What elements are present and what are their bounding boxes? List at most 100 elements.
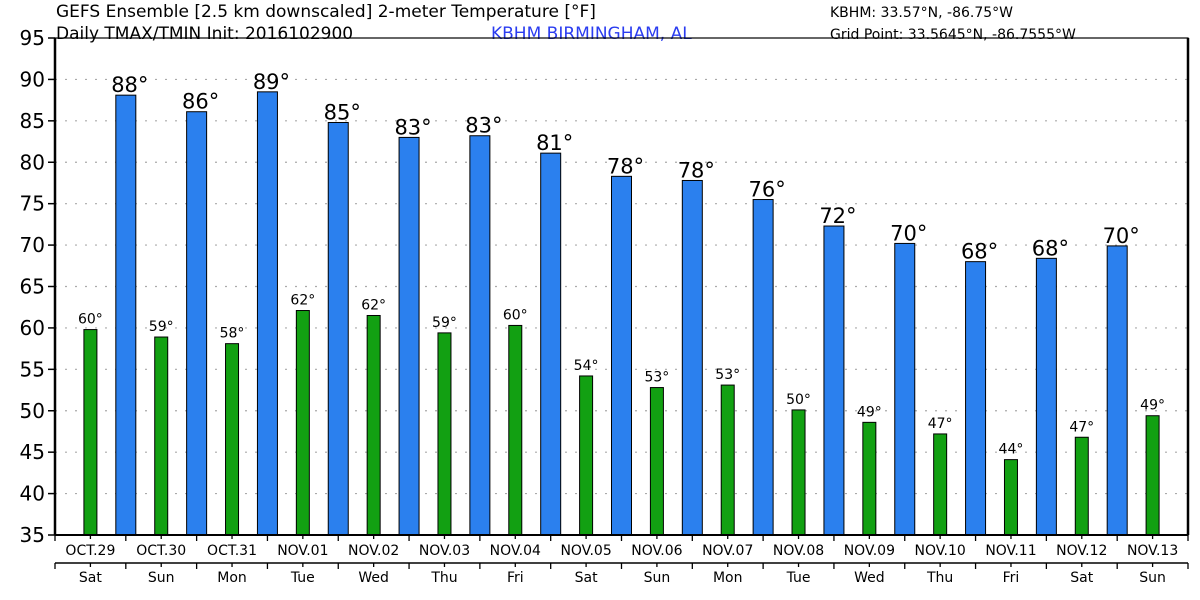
location-label: KBHM BIRMINGHAM, AL: [491, 24, 692, 44]
x-tick-label-date: NOV.02: [348, 543, 399, 559]
tmin-label: 47°: [928, 416, 953, 432]
tmin-bar: [1074, 436, 1089, 536]
tmax-bar: [469, 135, 491, 536]
tmax-label: 70°: [1103, 224, 1140, 248]
x-tick-label-date: NOV.07: [702, 543, 753, 559]
y-tick-label: 75: [20, 192, 45, 216]
tmax-bar: [540, 152, 562, 536]
tmax-bar: [115, 94, 137, 536]
tmin-bar: [579, 375, 594, 536]
y-tick-label: 90: [20, 67, 45, 91]
x-tick-label-date: NOV.01: [277, 543, 328, 559]
x-tick-label-weekday: Tue: [786, 570, 811, 586]
y-tick-label: 80: [20, 150, 45, 174]
tmax-label: 68°: [961, 240, 998, 264]
y-tick-label: 95: [20, 26, 45, 50]
tmin-bar: [154, 336, 169, 536]
bars: [83, 91, 1160, 536]
x-tick-label-date: OCT.29: [65, 543, 115, 559]
x-tick-label-weekday: Thu: [430, 570, 457, 586]
tmin-label: 62°: [361, 297, 386, 313]
tmin-label: 53°: [644, 370, 669, 386]
tmin-label: 59°: [149, 319, 174, 335]
tmax-bar: [894, 242, 916, 536]
grid-point-coordinates: Grid Point: 33.5645°N, -86.7555°W: [830, 27, 1076, 43]
x-tick-label-date: NOV.11: [985, 543, 1036, 559]
tmin-label: 54°: [574, 358, 599, 374]
tmax-label: 88°: [111, 73, 148, 97]
y-tick-label: 70: [20, 233, 45, 257]
x-tick-label-weekday: Mon: [713, 570, 743, 586]
tmin-label: 60°: [78, 312, 103, 328]
x-tick-label-weekday: Sat: [1070, 570, 1093, 586]
tmin-bar: [1003, 459, 1018, 536]
tmax-label: 72°: [819, 204, 856, 228]
x-tick-label-weekday: Tue: [290, 570, 315, 586]
x-tick-label-date: OCT.30: [136, 543, 186, 559]
tmax-bar: [256, 91, 278, 536]
tmax-bar: [186, 111, 208, 536]
tmin-label: 44°: [999, 442, 1024, 458]
tmin-label: 49°: [857, 404, 882, 420]
tmax-label: 83°: [465, 114, 502, 138]
tmin-label: 53°: [715, 367, 740, 383]
x-tick-label-weekday: Thu: [926, 570, 953, 586]
tmin-bar: [720, 384, 735, 536]
x-tick-label-weekday: Mon: [217, 570, 247, 586]
tmax-bar: [965, 261, 987, 536]
x-tick-label-date: NOV.09: [844, 543, 895, 559]
tmin-bar: [791, 409, 806, 536]
x-tick-label-weekday: Sun: [644, 570, 671, 586]
tmin-bar: [366, 314, 381, 536]
tmax-label: 86°: [182, 90, 219, 114]
tmin-bar: [83, 329, 98, 536]
tmax-bar: [752, 199, 774, 536]
tmin-label: 49°: [1140, 398, 1165, 414]
x-tick-label-weekday: Wed: [358, 570, 389, 586]
y-tick-label: 50: [20, 399, 45, 423]
x-tick-label-weekday: Fri: [507, 570, 524, 586]
y-tick-label: 45: [20, 440, 45, 464]
tmax-bar: [611, 175, 632, 536]
tmax-label: 78°: [607, 154, 644, 178]
tmax-bar: [398, 136, 420, 536]
tmin-bar: [295, 310, 310, 536]
tmin-label: 58°: [220, 326, 245, 342]
x-tick-label-weekday: Sat: [575, 570, 598, 586]
tmin-bar: [508, 324, 523, 536]
x-tick-label-date: OCT.31: [207, 543, 257, 559]
x-tick-label-weekday: Sat: [79, 570, 102, 586]
tmax-bar: [681, 179, 703, 536]
tmin-label: 47°: [1069, 419, 1094, 435]
x-tick-label-date: NOV.13: [1127, 543, 1178, 559]
tmax-label: 89°: [253, 70, 290, 94]
x-tick-label-weekday: Fri: [1003, 570, 1020, 586]
tmax-bar: [1035, 257, 1057, 536]
tmin-bar: [225, 343, 240, 536]
chart-title: GEFS Ensemble [2.5 km downscaled] 2-mete…: [56, 2, 596, 22]
tmax-bar: [823, 225, 845, 536]
station-coordinates: KBHM: 33.57°N, -86.75°W: [830, 5, 1013, 21]
x-tick-label-weekday: Sun: [1139, 570, 1166, 586]
x-tick-label-date: NOV.04: [490, 543, 541, 559]
tmax-label: 83°: [394, 115, 431, 139]
tmin-bar: [437, 332, 452, 536]
tmin-bar: [862, 421, 877, 536]
tmin-label: 62°: [290, 293, 315, 309]
y-tick-label: 55: [20, 357, 45, 381]
x-tick-label-date: NOV.03: [419, 543, 470, 559]
tmin-bar: [649, 387, 664, 536]
tmax-bar: [1106, 245, 1128, 536]
tmin-label: 59°: [432, 315, 457, 331]
y-tick-label: 60: [20, 316, 45, 340]
tmax-label: 68°: [1032, 236, 1069, 260]
x-tick-label-date: NOV.06: [631, 543, 682, 559]
axes: 35 40 45 50 55 60 65 70 75 80 85 90 95 OCT.29 OCT.30 OC…: [20, 26, 1190, 586]
y-tick-label: 65: [20, 275, 45, 299]
x-tick-label-date: NOV.08: [773, 543, 824, 559]
x-tick-label-date: NOV.10: [915, 543, 966, 559]
chart-subtitle: Daily TMAX/TMIN Init: 2016102900: [56, 24, 354, 44]
x-tick-label-weekday: Wed: [854, 570, 885, 586]
tmax-label: 76°: [749, 178, 786, 202]
